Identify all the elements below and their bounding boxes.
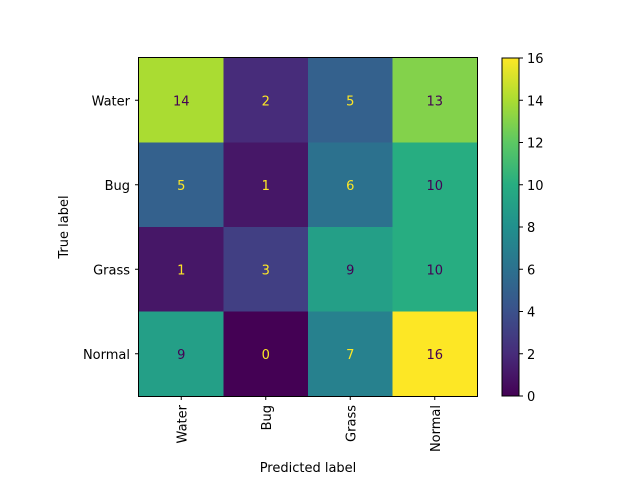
colorbar-tick-label: 14 xyxy=(527,94,544,109)
heatmap-cell xyxy=(139,311,224,397)
cell-value-label: 16 xyxy=(426,348,443,363)
heatmap-cell xyxy=(223,58,309,143)
cell-value-label: 6 xyxy=(346,179,354,194)
colorbar-tick-label: 12 xyxy=(527,137,544,152)
cell-value-label: 10 xyxy=(426,263,443,278)
plot-frame xyxy=(138,57,478,397)
colorbar-tick-label: 10 xyxy=(527,179,544,194)
heatmap-cell xyxy=(223,227,309,312)
x-tick-label: Water xyxy=(175,404,190,443)
heatmap-cell xyxy=(392,142,478,228)
cell-value-label: 9 xyxy=(346,263,354,278)
cell-value-label: 13 xyxy=(426,94,443,109)
cell-value-label: 3 xyxy=(262,263,270,278)
y-tick-label: Bug xyxy=(105,179,130,194)
y-axis-label: True label xyxy=(57,195,72,259)
heatmap-cell xyxy=(139,58,224,143)
x-tick-label: Normal xyxy=(429,405,444,452)
cell-value-labels: 14 2 5 135 1 6 101 3 9 109 0 7 16 xyxy=(173,94,443,363)
cell-value-label: 0 xyxy=(262,348,270,363)
y-axis-ticks: Water Bug Grass Normal xyxy=(83,94,139,363)
cell-value-label: 10 xyxy=(426,179,443,194)
heatmap-cells xyxy=(139,58,478,397)
colorbar-tick-label: 0 xyxy=(527,390,535,405)
cell-value-label: 2 xyxy=(262,94,270,109)
x-tick-label: Grass xyxy=(344,405,359,442)
cell-value-label: 1 xyxy=(262,179,270,194)
heatmap-cell xyxy=(139,142,224,228)
heatmap-cell xyxy=(223,142,309,228)
colorbar-tick-label: 4 xyxy=(527,306,535,321)
heatmap-cell xyxy=(392,311,478,397)
cell-value-label: 1 xyxy=(177,263,185,278)
colorbar xyxy=(502,58,519,396)
x-tick-label: Bug xyxy=(260,405,275,430)
y-tick-label: Normal xyxy=(83,348,130,363)
heatmap-cell xyxy=(223,311,309,397)
y-tick-label: Grass xyxy=(93,263,130,278)
cell-value-label: 5 xyxy=(346,94,354,109)
cell-value-label: 7 xyxy=(346,348,354,363)
heatmap-cell xyxy=(139,227,224,312)
colorbar-ticks: 0 2 4 6 8 10 12 14 16 xyxy=(519,52,544,405)
heatmap-cell xyxy=(308,311,393,397)
x-axis-label: Predicted label xyxy=(260,461,357,476)
heatmap-cell xyxy=(308,227,393,312)
heatmap-cell xyxy=(392,227,478,312)
colorbar-tick-label: 16 xyxy=(527,52,544,67)
colorbar-tick-label: 6 xyxy=(527,263,535,278)
x-axis-ticks: Water Bug Grass Normal xyxy=(175,396,444,452)
y-tick-label: Water xyxy=(92,94,131,109)
colorbar-tick-label: 2 xyxy=(527,348,535,363)
heatmap-cell xyxy=(392,58,478,143)
cell-value-label: 9 xyxy=(177,348,185,363)
cell-value-label: 14 xyxy=(173,94,190,109)
heatmap-cell xyxy=(308,58,393,143)
heatmap-cell xyxy=(308,142,393,228)
cell-value-label: 5 xyxy=(177,179,185,194)
colorbar-tick-label: 8 xyxy=(527,221,535,236)
